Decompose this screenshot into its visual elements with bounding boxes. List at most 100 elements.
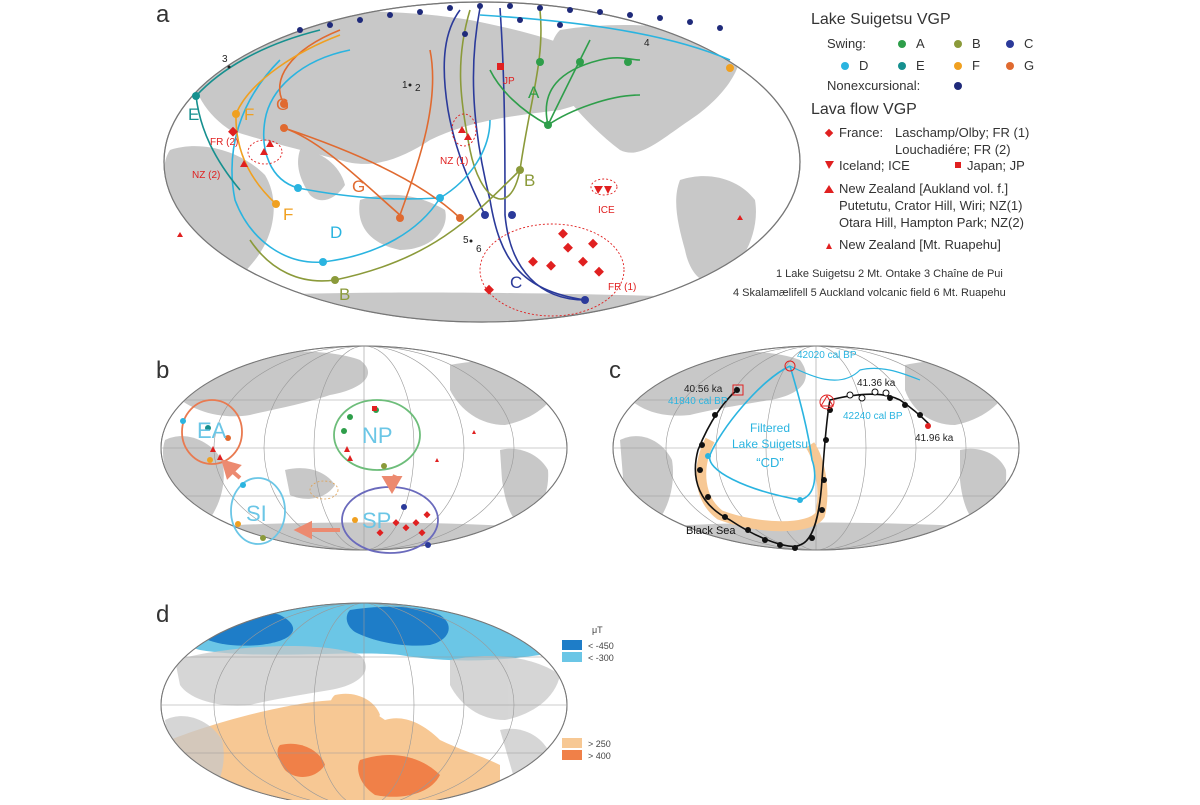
legend-iceland: Iceland; ICE [839,158,910,173]
marker-nz [820,395,834,407]
path-swing-g [283,127,401,216]
label-fr1: FR (1) [608,282,636,293]
label-sp: SP [362,508,391,533]
swing-points [192,58,734,304]
vgp-point [557,22,563,28]
vgp-point [327,22,333,28]
vgp-point-d [294,184,302,192]
label-nz2: NZ (2) [192,170,220,181]
vgp-point-g [280,100,288,108]
panel-letter-a: a [156,1,170,28]
lava-iceland [604,186,612,194]
legend-swing-f: F [972,58,980,73]
lava-france-fr1 [563,242,573,253]
legend-swing-label: Swing: [827,36,866,51]
nonexcursional-cluster [297,3,723,37]
legend-nonexcursional: Nonexcursional: [827,78,920,93]
legend-france-line1: Laschamp/Olby; FR (1) [895,125,1029,140]
map-a-labels: E F G F G D A B B C FR (2) NZ (2) NZ (1)… [188,38,650,304]
lava-nz1 [464,133,472,140]
landmass-india [298,150,345,201]
vgp-point [717,25,723,31]
vgp-point [687,19,693,25]
path-swing-f [235,34,341,115]
label-ice: ICE [598,205,615,216]
vgp-point [627,12,633,18]
label-filtered: Filtered [750,421,790,435]
lava-france-fr1 [558,228,568,239]
panel-letter-d: d [156,601,169,628]
points-b [180,406,476,548]
map-panel-d: d [156,601,568,805]
label-nz1: NZ (1) [440,156,468,167]
site-3: 3 [222,54,228,65]
legend-lava-title: Lava flow VGP [811,101,917,118]
landmass-north-america [550,25,741,153]
legend-neg300: < -300 [588,653,614,663]
vgp-point [537,5,543,11]
label-si: SI [246,501,267,526]
vgp-point-f [726,64,734,72]
legend-france: France: [839,125,883,140]
legend-sites-1: 1 Lake Suigetsu 2 Mt. Ontake 3 Chaîne de… [776,268,1003,280]
path-swing-c3 [443,9,486,216]
vgp-point-a [544,121,552,129]
path-swing-b2 [249,169,521,282]
vgp-point [517,17,523,23]
legend-nz-line2: Otara Hill, Hampton Park; NZ(2) [839,215,1024,230]
legend-nz-line1: Putetutu, Crator Hill, Wiri; NZ(1) [839,198,1022,213]
landmass-antarctica [170,292,790,322]
vgp-point-g [280,124,288,132]
lava-iceland [594,186,603,194]
path-swing-b [459,9,521,200]
vgp-point-f [272,200,280,208]
map-panel-c: c [609,345,1020,551]
path-swing-d3 [479,14,731,61]
label-black-sea: Black Sea [686,525,736,537]
label-b: B [524,171,535,190]
label-41840: 41840 cal BP [668,396,728,407]
label-f: F [244,105,254,124]
open-points-c [846,388,890,402]
label-fr2: FR (2) [210,137,238,148]
lava-markers [177,63,743,295]
legend-nz-ruapehu: New Zealand [Mt. Ruapehu] [839,237,1001,252]
label-4056: 40.56 ka [684,384,723,395]
label-4136: 41.36 ka [857,378,896,389]
lava-france-fr2 [228,126,238,137]
label-lake-suigetsu: Lake Suigetsu [732,437,808,451]
path-swing-d4 [439,119,491,199]
panel-letter-b: b [156,357,169,384]
label-np: NP [362,423,393,448]
group-si-circle [230,477,286,545]
label-b: B [339,285,350,304]
vgp-point [657,15,663,21]
site-5: 5 [463,235,469,246]
legend-swatch-neg450 [562,640,582,650]
legend-swing-d: D [859,58,868,73]
arrows-b [221,459,403,540]
vgp-point-a [576,58,584,66]
site-6: 6 [476,244,482,255]
path-swing-d2 [231,59,441,263]
legend-suigetsu-title: Lake Suigetsu VGP [811,11,951,28]
vgp-point-a [536,58,544,66]
vgp-point [597,9,603,15]
path-swing-e [195,29,321,97]
vgp-point-g [396,214,404,222]
vgp-point-b [331,276,339,284]
legend-swatch-pos250 [562,738,582,748]
vgp-point [567,7,573,13]
lava-nz2 [240,160,248,167]
lava-france-fr1 [588,238,598,249]
legend-sites-2: 4 Skalamælifell 5 Auckland volcanic fiel… [733,287,1006,299]
legend-swing-b: B [972,36,981,51]
vgp-point [507,3,513,9]
legend-france-line2: Louchadiére; FR (2) [895,142,1011,157]
legend-unit: μT [592,625,603,635]
globe-border [163,1,801,323]
vgp-point [462,31,468,37]
lava-ruapehu [737,215,743,220]
legend-neg450: < -450 [588,641,614,651]
